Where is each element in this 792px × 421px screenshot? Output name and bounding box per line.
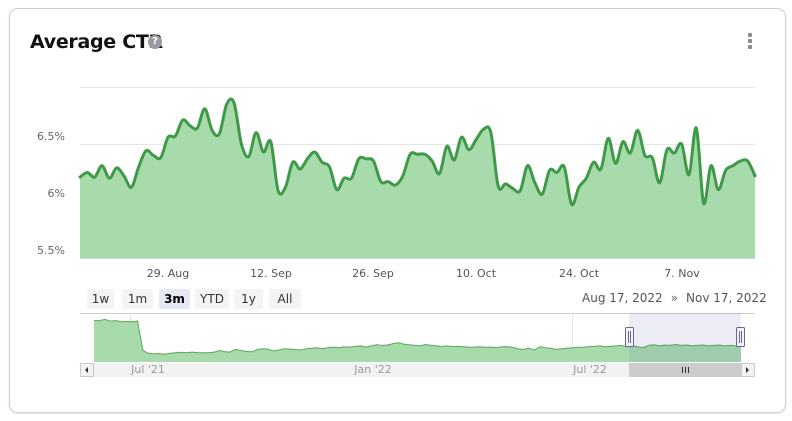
scrollbar-thumb[interactable] — [629, 363, 741, 377]
y-tick-label: 5.5% — [37, 244, 65, 257]
x-tick-label: 26. Sep — [352, 267, 394, 280]
ctr-line[interactable] — [78, 97, 757, 207]
y-tick-label: 6.5% — [37, 130, 65, 143]
scrollbar-track[interactable] — [80, 363, 755, 377]
range-button-1m[interactable]: 1m — [122, 289, 153, 309]
range-button-3m[interactable]: 3m — [159, 289, 190, 309]
navigator-handle-left[interactable] — [625, 327, 634, 347]
x-tick-label: 12. Sep — [250, 267, 292, 280]
x-tick-label: 10. Oct — [455, 267, 497, 280]
scrollbar-right-arrow[interactable] — [741, 363, 755, 377]
range-separator: » — [670, 291, 679, 305]
navigator-handle-right[interactable] — [736, 327, 745, 347]
navigator-x-tick-label: Jul '21 — [131, 363, 165, 376]
range-button-1w[interactable]: 1w — [87, 289, 114, 309]
y-tick-label: 6% — [47, 187, 65, 200]
range-button-1y[interactable]: 1y — [234, 289, 263, 309]
card-title: Average CTR — [30, 31, 163, 53]
kebab-menu-icon[interactable] — [745, 33, 755, 51]
help-icon[interactable]: ? — [148, 35, 162, 49]
range-button-ytd[interactable]: YTD — [195, 289, 229, 309]
x-tick-label: 29. Aug — [146, 267, 190, 280]
range-to-input[interactable]: Nov 17, 2022 — [686, 291, 767, 305]
range-from-input[interactable]: Aug 17, 2022 — [582, 291, 663, 305]
x-tick-label: 24. Oct — [558, 267, 600, 280]
range-button-all[interactable]: All — [269, 289, 301, 309]
date-range-display: Aug 17, 2022 » Nov 17, 2022 — [582, 291, 767, 305]
navigator-area — [94, 319, 741, 362]
ctr-area-fill — [80, 99, 755, 258]
scrollbar-left-arrow[interactable] — [80, 363, 94, 377]
navigator-selected-range[interactable] — [629, 313, 741, 362]
navigator-x-tick-label: Jul '22 — [573, 363, 607, 376]
x-tick-label: 7. Nov — [664, 267, 700, 280]
navigator-x-tick-label: Jan '22 — [354, 363, 392, 376]
